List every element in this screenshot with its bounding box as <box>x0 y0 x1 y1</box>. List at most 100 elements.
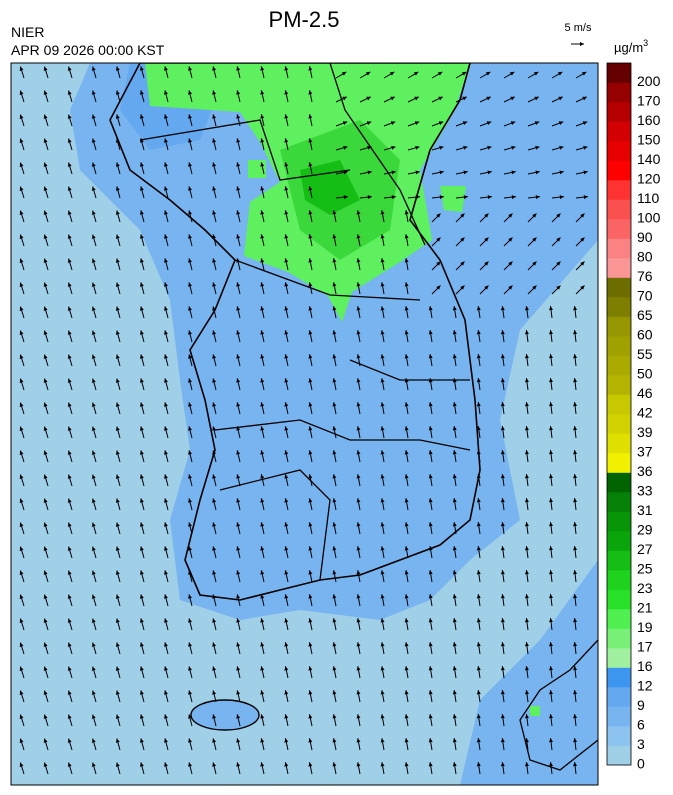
wind-arrow-head <box>308 762 313 767</box>
wind-arrow-head <box>19 666 24 671</box>
wind-arrow-head <box>508 237 513 242</box>
wind-arrow-head <box>524 378 529 383</box>
wind-arrow-head <box>91 210 96 215</box>
wind-arrow-head <box>380 642 385 647</box>
wind-arrow-head <box>212 114 217 119</box>
wind-arrow-head <box>549 330 554 335</box>
wind-arrow-head <box>43 714 48 719</box>
wind-arrow-head <box>139 474 144 479</box>
wind-arrow-head <box>524 570 529 575</box>
wind-arrow-head <box>308 306 313 311</box>
wind-arrow-head <box>91 474 96 479</box>
wind-arrow-head <box>284 186 289 191</box>
title: PM-2.5 <box>269 7 340 32</box>
colorbar-tick-label: 55 <box>637 346 653 362</box>
wind-arrow-head <box>164 570 168 575</box>
wind-arrow-head <box>500 522 505 527</box>
wind-arrow-head <box>188 642 192 647</box>
wind-arrow-head <box>260 162 265 167</box>
colorbar-tick-label: 50 <box>637 366 653 382</box>
wind-arrow-head <box>236 162 241 167</box>
wind-arrow-head <box>463 170 468 175</box>
wind-arrow-head <box>524 450 529 455</box>
wind-arrow-head <box>508 213 513 218</box>
wind-arrow-head <box>573 498 578 503</box>
wind-arrow-head <box>236 282 241 287</box>
wind-arrow-head <box>573 450 578 455</box>
wind-arrow-head <box>308 618 313 623</box>
wind-arrow-head <box>164 378 168 383</box>
wind-arrow-head <box>67 330 72 335</box>
wind-arrow-head <box>19 618 24 623</box>
wind-arrow-head <box>532 237 537 242</box>
wind-arrow-head <box>91 330 96 335</box>
wind-arrow-head <box>476 738 481 743</box>
wind-arrow-head <box>428 666 433 671</box>
wind-arrow-head <box>43 594 48 599</box>
wind-arrow-head <box>260 690 265 695</box>
wind-arrow-head <box>91 570 96 575</box>
wind-arrow-head <box>284 138 289 143</box>
wind-arrow-head <box>284 114 289 119</box>
wind-arrow-head <box>436 285 441 290</box>
wind-arrow-head <box>404 426 409 431</box>
wind-arrow-head <box>573 738 578 743</box>
wind-arrow-head <box>115 330 120 335</box>
wind-arrow-head <box>139 210 144 215</box>
wind-arrow-head <box>332 378 337 383</box>
colorbar-tick-label: 70 <box>637 288 653 304</box>
wind-arrow-head <box>380 234 385 239</box>
colorbar: 0369121617192123252729313336373942465055… <box>606 62 661 772</box>
wind-arrow-head <box>19 690 24 695</box>
wind-arrow-head <box>19 738 24 743</box>
wind-arrow-head <box>164 210 168 215</box>
wind-arrow-head <box>452 714 457 719</box>
wind-arrow-head <box>380 282 385 287</box>
colorbar-tick-label: 140 <box>637 151 661 167</box>
wind-arrow-head <box>164 402 168 407</box>
wind-arrow-head <box>404 282 409 287</box>
colorbar-bin <box>607 375 631 395</box>
wind-arrow-head <box>67 306 72 311</box>
wind-arrow-head <box>212 738 217 743</box>
wind-arrow-head <box>19 378 24 383</box>
wind-arrow-head <box>404 306 409 311</box>
wind-arrow-head <box>534 96 539 101</box>
wind-arrow-head <box>67 66 72 71</box>
wind-arrow-head <box>139 642 144 647</box>
wind-arrow-head <box>380 258 385 263</box>
wind-arrow-head <box>390 121 396 126</box>
wind-arrow-head <box>67 762 72 767</box>
wind-arrow-head <box>19 546 24 551</box>
wind-arrow-head <box>391 145 396 150</box>
unit-base: µg/m <box>614 40 643 55</box>
wind-arrow-head <box>476 522 481 527</box>
wind-arrow-head <box>556 285 561 290</box>
wind-arrow-head <box>332 642 337 647</box>
wind-arrow-head <box>43 570 48 575</box>
wind-arrow-head <box>43 474 48 479</box>
wind-arrow-head <box>67 282 72 287</box>
wind-arrow-head <box>260 738 265 743</box>
wind-arrow-head <box>236 738 241 743</box>
wind-arrow-head <box>510 121 516 126</box>
wind-arrow-head <box>332 618 337 623</box>
wind-arrow-head <box>212 90 217 95</box>
wind-arrow-head <box>380 426 385 431</box>
wind-arrow-head <box>91 378 96 383</box>
wind-arrow-head <box>356 570 361 575</box>
wind-arrow-head <box>380 738 385 743</box>
wind-arrow-head <box>43 402 48 407</box>
wind-arrow-head <box>404 522 409 527</box>
wind-arrow-head <box>284 426 289 431</box>
wind-arrow-head <box>91 714 96 719</box>
wind-arrow-head <box>43 426 48 431</box>
wind-arrow-head <box>452 690 457 695</box>
wind-arrow-head <box>500 426 505 431</box>
wind-arrow-head <box>367 145 372 150</box>
wind-arrow-head <box>91 666 96 671</box>
wind-arrow-head <box>356 714 361 719</box>
wind-arrow-head <box>139 234 144 239</box>
wind-arrow-head <box>236 546 241 551</box>
wind-arrow-head <box>236 234 241 239</box>
